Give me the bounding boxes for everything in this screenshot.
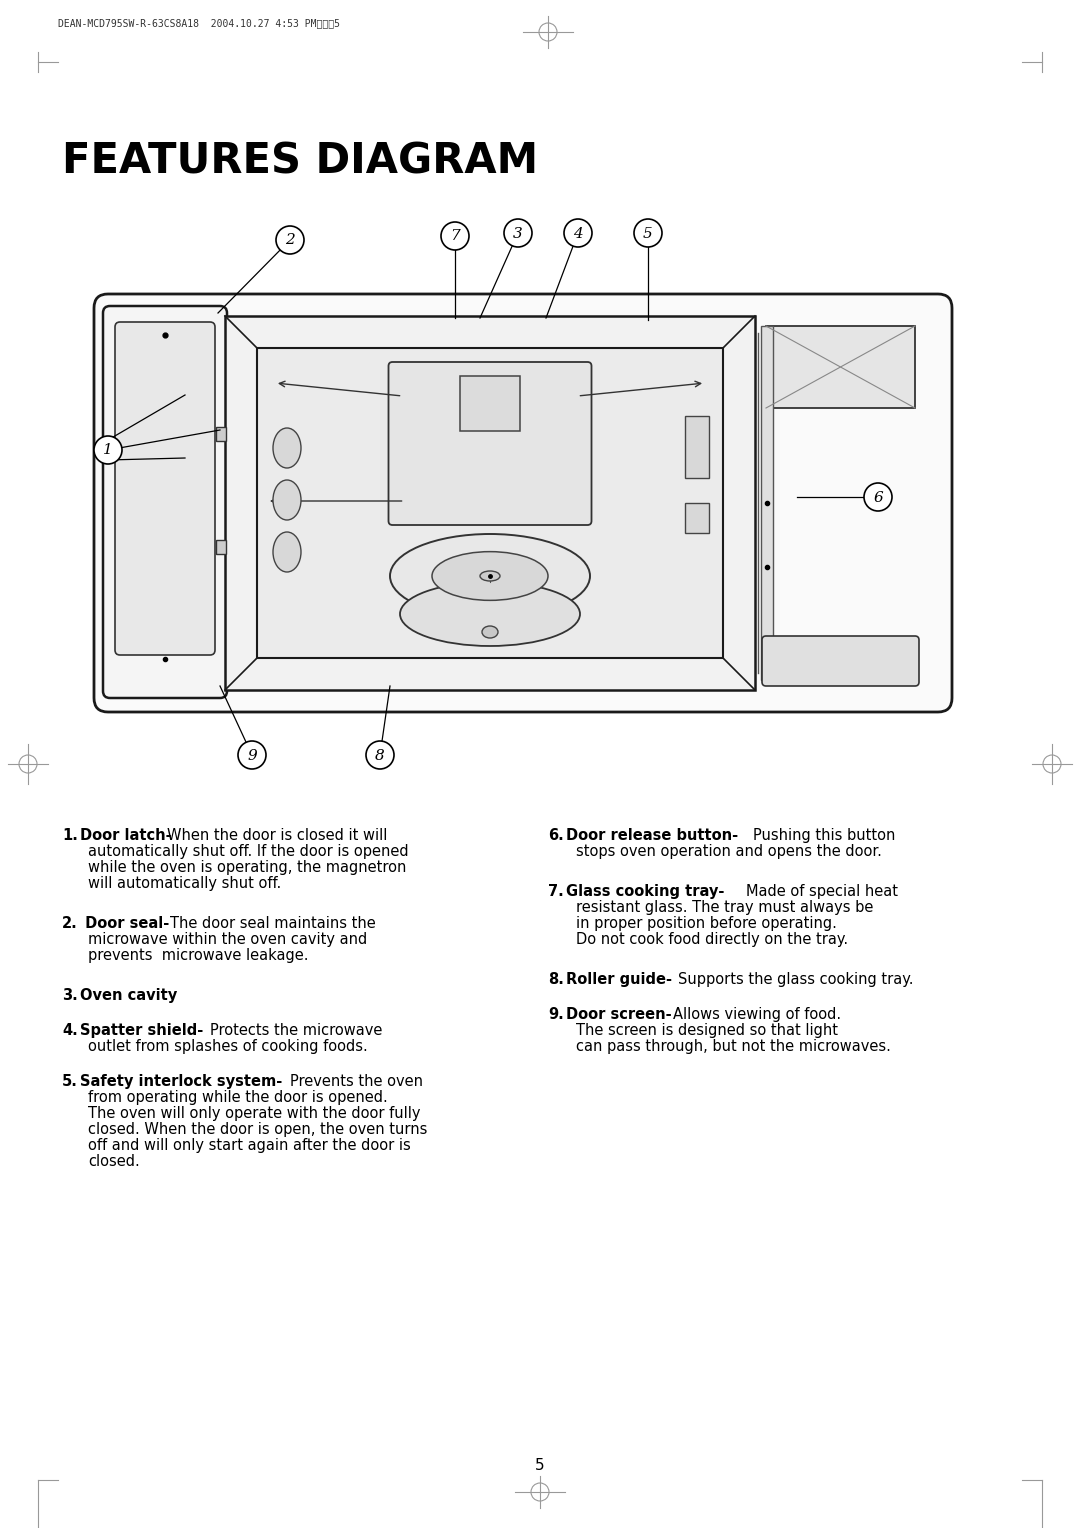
Text: Safety interlock system-: Safety interlock system- [80, 1074, 282, 1089]
Text: When the door is closed it will: When the door is closed it will [167, 828, 388, 843]
Text: Spatter shield-: Spatter shield- [80, 1024, 203, 1038]
Bar [685, 416, 708, 478]
Text: 5: 5 [643, 226, 653, 240]
Text: Roller guide-: Roller guide- [566, 972, 672, 987]
Text: The oven will only operate with the door fully: The oven will only operate with the door… [87, 1106, 420, 1122]
Text: while the oven is operating, the magnetron: while the oven is operating, the magnetr… [87, 860, 406, 876]
Circle shape [864, 483, 892, 510]
Text: Door screen-: Door screen- [566, 1007, 672, 1022]
Text: 5.: 5. [62, 1074, 78, 1089]
Text: Glass cooking tray-: Glass cooking tray- [566, 885, 725, 898]
Text: Made of special heat: Made of special heat [746, 885, 897, 898]
Circle shape [276, 226, 303, 254]
Text: 2: 2 [285, 234, 295, 248]
Text: Protects the microwave: Protects the microwave [210, 1024, 382, 1038]
Bar [761, 325, 773, 680]
Text: 8: 8 [375, 749, 384, 762]
Ellipse shape [432, 552, 548, 601]
Bar [225, 316, 755, 691]
Text: Oven cavity: Oven cavity [80, 989, 177, 1002]
FancyBboxPatch shape [762, 636, 919, 686]
Ellipse shape [400, 582, 580, 646]
Text: 8.: 8. [548, 972, 564, 987]
Text: The screen is designed so that light: The screen is designed so that light [576, 1024, 838, 1038]
Text: from operating while the door is opened.: from operating while the door is opened. [87, 1091, 388, 1105]
Ellipse shape [273, 428, 301, 468]
Text: in proper position before operating.: in proper position before operating. [576, 915, 837, 931]
Text: Supports the glass cooking tray.: Supports the glass cooking tray. [678, 972, 914, 987]
Text: 2.: 2. [62, 915, 78, 931]
Text: FEATURES DIAGRAM: FEATURES DIAGRAM [62, 141, 538, 182]
Text: 4.: 4. [62, 1024, 78, 1038]
Circle shape [238, 741, 266, 769]
FancyBboxPatch shape [389, 362, 592, 526]
Text: microwave within the oven cavity and: microwave within the oven cavity and [87, 932, 367, 947]
Text: 3: 3 [513, 226, 523, 240]
Text: 1: 1 [103, 443, 113, 457]
Text: off and will only start again after the door is: off and will only start again after the … [87, 1138, 410, 1154]
Text: Prevents the oven: Prevents the oven [291, 1074, 423, 1089]
Text: DEAN-MCD795SW-R-63CS8A18  2004.10.27 4:53 PM페이지5: DEAN-MCD795SW-R-63CS8A18 2004.10.27 4:53… [58, 18, 340, 28]
Text: 4: 4 [573, 226, 583, 240]
Text: stops oven operation and opens the door.: stops oven operation and opens the door. [576, 843, 882, 859]
Text: 1.: 1. [62, 828, 78, 843]
Text: 9: 9 [247, 749, 257, 762]
FancyBboxPatch shape [114, 322, 215, 656]
Text: 6: 6 [873, 490, 882, 504]
Circle shape [441, 222, 469, 251]
Ellipse shape [273, 480, 301, 520]
Text: can pass through, but not the microwaves.: can pass through, but not the microwaves… [576, 1039, 891, 1054]
Text: Pushing this button: Pushing this button [753, 828, 895, 843]
Text: prevents  microwave leakage.: prevents microwave leakage. [87, 947, 309, 963]
Text: The door seal maintains the: The door seal maintains the [170, 915, 376, 931]
Bar [460, 376, 519, 431]
Circle shape [366, 741, 394, 769]
Text: 7.: 7. [548, 885, 564, 898]
Text: 5: 5 [536, 1458, 544, 1473]
Bar [685, 503, 708, 533]
Text: will automatically shut off.: will automatically shut off. [87, 876, 281, 891]
Ellipse shape [390, 533, 590, 617]
Bar [216, 426, 226, 442]
Text: Door latch-: Door latch- [80, 828, 172, 843]
Text: 9.: 9. [548, 1007, 564, 1022]
Text: 3.: 3. [62, 989, 78, 1002]
Text: Allows viewing of food.: Allows viewing of food. [673, 1007, 841, 1022]
Ellipse shape [273, 532, 301, 571]
Text: Do not cook food directly on the tray.: Do not cook food directly on the tray. [576, 932, 848, 947]
Text: 6.: 6. [548, 828, 564, 843]
Text: automatically shut off. If the door is opened: automatically shut off. If the door is o… [87, 843, 408, 859]
Text: closed.: closed. [87, 1154, 139, 1169]
FancyBboxPatch shape [94, 293, 951, 712]
Text: resistant glass. The tray must always be: resistant glass. The tray must always be [576, 900, 874, 915]
Text: outlet from splashes of cooking foods.: outlet from splashes of cooking foods. [87, 1039, 368, 1054]
Text: Door seal-: Door seal- [80, 915, 170, 931]
Bar [766, 325, 915, 408]
Bar [257, 348, 723, 659]
Circle shape [94, 435, 122, 465]
Circle shape [564, 219, 592, 248]
Bar [216, 541, 226, 555]
Circle shape [634, 219, 662, 248]
Text: closed. When the door is open, the oven turns: closed. When the door is open, the oven … [87, 1123, 428, 1137]
Ellipse shape [480, 571, 500, 581]
Ellipse shape [482, 626, 498, 639]
Text: Door release button-: Door release button- [566, 828, 738, 843]
Circle shape [504, 219, 532, 248]
FancyBboxPatch shape [103, 306, 227, 698]
Text: 7: 7 [450, 229, 460, 243]
